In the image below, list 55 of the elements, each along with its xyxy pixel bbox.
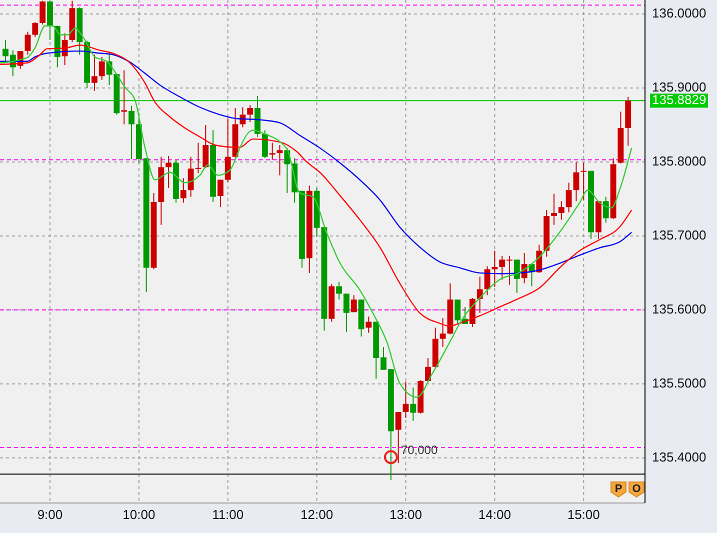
candlestick <box>402 381 409 418</box>
x-tick-label: 13:00 <box>389 507 422 522</box>
candlestick <box>514 259 520 294</box>
candlestick <box>573 161 580 202</box>
candlestick <box>350 294 357 313</box>
annotation: P <box>614 483 622 495</box>
candlestick <box>492 250 498 288</box>
candlestick <box>566 182 572 213</box>
candlestick <box>580 162 587 200</box>
x-tick-label: 12:00 <box>300 507 334 522</box>
candlestick <box>343 293 350 333</box>
candlestick <box>276 144 283 176</box>
ref-line-label: 135.8829 <box>652 92 706 108</box>
candlestick <box>476 276 483 314</box>
candlestick <box>558 200 564 220</box>
candlestick <box>269 142 276 160</box>
y-tick-label: 136.0000 <box>652 5 706 20</box>
y-tick-label: 135.9000 <box>652 79 706 94</box>
line-series <box>0 25 632 398</box>
candlestick <box>166 156 172 188</box>
candlestick <box>440 318 446 348</box>
candlestick <box>366 316 372 334</box>
candlestick <box>98 56 105 80</box>
x-tick-label: 9:00 <box>37 507 63 522</box>
candlestick <box>224 118 231 182</box>
candlestick <box>425 358 431 382</box>
candlestick <box>247 104 254 123</box>
candlestick <box>240 106 246 128</box>
candlestick <box>602 196 609 224</box>
x-tick-label: 10:00 <box>122 507 156 522</box>
y-tick-label: 135.4000 <box>652 449 706 464</box>
annotation: O <box>632 483 642 495</box>
candlestick <box>551 193 557 226</box>
candlestick <box>395 412 402 464</box>
candlestick <box>32 22 38 38</box>
y-tick-label: 135.7000 <box>652 227 706 242</box>
y-tick-label: 135.6000 <box>652 301 706 316</box>
candlestick <box>202 124 209 168</box>
candlestick <box>336 281 342 300</box>
candlestick <box>24 31 31 56</box>
x-tick-label: 11:00 <box>212 507 244 522</box>
y-tick-label: 135.5000 <box>652 375 706 390</box>
candlestick <box>262 130 268 159</box>
candlestick <box>40 0 46 25</box>
candlestick <box>91 54 98 92</box>
x-tick-label: 15:00 <box>567 507 600 522</box>
annotation: 70,000 <box>400 443 438 458</box>
candlestick <box>217 179 224 208</box>
candlestick <box>410 387 416 422</box>
x-tick-label: 14:00 <box>478 507 511 522</box>
candlestick <box>454 299 461 324</box>
candlestick <box>180 178 186 204</box>
candlestick <box>121 70 128 125</box>
candlestick <box>128 105 134 160</box>
y-tick-label: 135.8000 <box>652 153 706 168</box>
